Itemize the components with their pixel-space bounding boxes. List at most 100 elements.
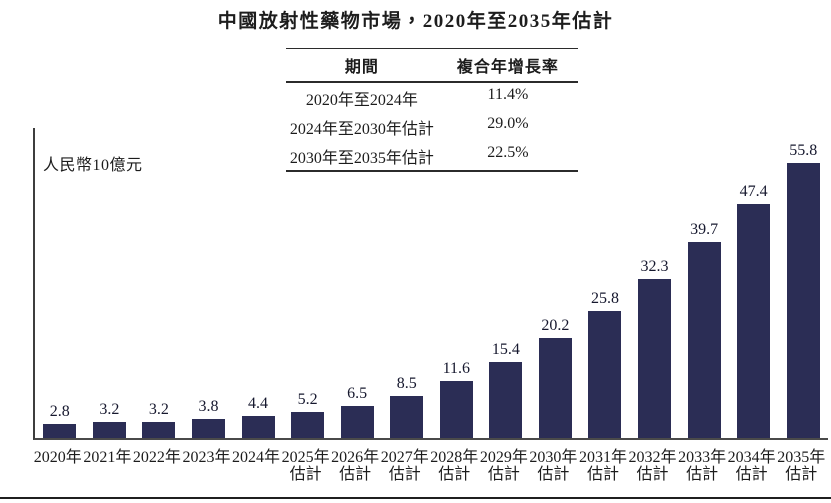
bar-value-label: 2.8 bbox=[49, 403, 70, 421]
bar bbox=[43, 424, 77, 438]
bar-value-label: 39.7 bbox=[690, 221, 719, 239]
bar-group: 6.5 bbox=[332, 385, 382, 438]
bar-value-label: 32.3 bbox=[640, 257, 669, 275]
x-axis-label: 2028年 估計 bbox=[430, 449, 480, 483]
x-axis-label: 2030年 估計 bbox=[529, 449, 579, 483]
cagr-table-row: 2024年至2030年估計 29.0% bbox=[286, 112, 578, 141]
cagr-rate-cell: 22.5% bbox=[487, 144, 529, 161]
bar-value-label: 11.6 bbox=[442, 359, 470, 377]
x-axis-estimate-note: 估計 bbox=[339, 466, 372, 483]
chart-title: 中國放射性藥物市場，2020年至2035年估計 bbox=[217, 11, 614, 32]
x-axis-year: 2028年 bbox=[430, 449, 479, 466]
bar-value-label: 3.8 bbox=[198, 398, 219, 416]
bar-group: 3.8 bbox=[184, 398, 234, 438]
x-axis-label: 2024年 bbox=[231, 449, 281, 483]
bar-value-label: 15.4 bbox=[491, 341, 520, 359]
x-axis-year: 2026年 bbox=[331, 449, 380, 466]
bar bbox=[538, 338, 572, 438]
cagr-rate-cell: 11.4% bbox=[487, 86, 529, 103]
x-axis-year: 2029年 bbox=[479, 449, 528, 466]
x-axis-label: 2031年 估計 bbox=[578, 449, 628, 483]
bar-value-label: 20.2 bbox=[541, 317, 570, 335]
cagr-table-row: 2020年至2024年 11.4% bbox=[286, 83, 578, 112]
cagr-table-row: 2030年至2035年估計 22.5% bbox=[286, 141, 578, 170]
bar-group: 4.4 bbox=[233, 395, 283, 438]
x-axis-estimate-note: 估計 bbox=[785, 466, 818, 483]
x-axis-year: 2024年 bbox=[232, 449, 281, 466]
bar-group: 15.4 bbox=[481, 341, 531, 438]
bar bbox=[737, 204, 771, 438]
x-axis-year: 2033年 bbox=[678, 449, 727, 466]
bar bbox=[638, 278, 672, 438]
bar-group: 55.8 bbox=[778, 142, 828, 438]
cagr-header-period: 期間 bbox=[344, 59, 379, 76]
bar bbox=[786, 163, 820, 438]
bar-group: 32.3 bbox=[630, 258, 680, 438]
x-axis-year: 2025年 bbox=[281, 449, 330, 466]
bar bbox=[142, 422, 176, 438]
bar-value-label: 8.5 bbox=[396, 375, 417, 393]
bar-group: 11.6 bbox=[432, 360, 482, 438]
bar-group: 5.2 bbox=[283, 391, 333, 438]
bar-group: 20.2 bbox=[531, 317, 581, 438]
x-axis-year: 2021年 bbox=[83, 449, 132, 466]
x-axis-estimate-note: 估計 bbox=[487, 466, 520, 483]
bar-group: 47.4 bbox=[729, 183, 779, 438]
bar bbox=[92, 422, 126, 438]
bar-group: 39.7 bbox=[679, 221, 729, 438]
x-axis-label: 2032年 估計 bbox=[628, 449, 678, 483]
x-axis-year: 2020年 bbox=[33, 449, 82, 466]
x-axis-estimate-note: 估計 bbox=[686, 466, 719, 483]
bar-value-label: 55.8 bbox=[789, 142, 818, 159]
x-axis-year: 2030年 bbox=[529, 449, 578, 466]
x-axis-labels: 2020年 2021年 2022年 2023年 2024年 2025年 估計 2… bbox=[33, 449, 826, 483]
cagr-rate-cell: 29.0% bbox=[487, 115, 529, 132]
bar-value-label: 3.2 bbox=[148, 401, 169, 419]
x-axis-label: 2022年 bbox=[132, 449, 182, 483]
bar bbox=[390, 396, 424, 438]
x-axis-label: 2021年 bbox=[83, 449, 133, 483]
x-axis-year: 2034年 bbox=[727, 449, 776, 466]
cagr-table: 期間 複合年增長率 2020年至2024年 11.4% 2024年至2030年估… bbox=[286, 48, 578, 172]
x-axis-label: 2034年 估計 bbox=[727, 449, 777, 483]
bar-group: 25.8 bbox=[580, 290, 630, 438]
bar-chart-plot-area: 2.8 3.2 3.2 3.8 4.4 5.2 6.5 8.5 11.6 15.… bbox=[33, 128, 828, 440]
x-axis-label: 2023年 bbox=[182, 449, 232, 483]
x-axis-label: 2035年 估計 bbox=[776, 449, 826, 483]
bar bbox=[241, 416, 275, 438]
bar-value-label: 25.8 bbox=[590, 289, 619, 307]
bar-value-label: 5.2 bbox=[297, 391, 318, 409]
x-axis-estimate-note: 估計 bbox=[289, 466, 322, 483]
x-axis-estimate-note: 估計 bbox=[735, 466, 768, 483]
x-axis-estimate-note: 估計 bbox=[388, 466, 421, 483]
x-axis-label: 2033年 估計 bbox=[677, 449, 727, 483]
cagr-table-body: 2020年至2024年 11.4% 2024年至2030年估計 29.0% 20… bbox=[286, 83, 578, 170]
x-axis-year: 2023年 bbox=[182, 449, 231, 466]
bar bbox=[588, 310, 622, 438]
bottom-divider bbox=[0, 497, 831, 499]
bar-value-label: 6.5 bbox=[347, 385, 368, 402]
x-axis-label: 2026年 估計 bbox=[330, 449, 380, 483]
bar bbox=[687, 242, 721, 438]
x-axis-label: 2027年 估計 bbox=[380, 449, 430, 483]
cagr-table-header: 期間 複合年增長率 bbox=[286, 49, 578, 83]
x-axis-estimate-note: 估計 bbox=[636, 466, 669, 483]
x-axis-label: 2020年 bbox=[33, 449, 83, 483]
bar-group: 3.2 bbox=[134, 401, 184, 438]
x-axis-estimate-note: 估計 bbox=[537, 466, 570, 483]
x-axis-year: 2031年 bbox=[578, 449, 627, 466]
y-axis-unit-label: 人民幣10億元 bbox=[43, 157, 143, 174]
bar bbox=[291, 412, 325, 438]
bar-value-label: 4.4 bbox=[248, 395, 269, 413]
x-axis-year: 2022年 bbox=[132, 449, 181, 466]
cagr-period-cell: 2030年至2035年估計 bbox=[289, 150, 434, 167]
bar bbox=[191, 419, 225, 438]
bar-group: 3.2 bbox=[85, 401, 135, 438]
bar-group: 8.5 bbox=[382, 375, 432, 438]
bar-value-label: 47.4 bbox=[739, 183, 768, 201]
bar bbox=[340, 406, 374, 438]
cagr-header-rate: 複合年增長率 bbox=[456, 59, 559, 76]
x-axis-estimate-note: 估計 bbox=[438, 466, 471, 483]
bar-value-label: 3.2 bbox=[99, 401, 120, 419]
